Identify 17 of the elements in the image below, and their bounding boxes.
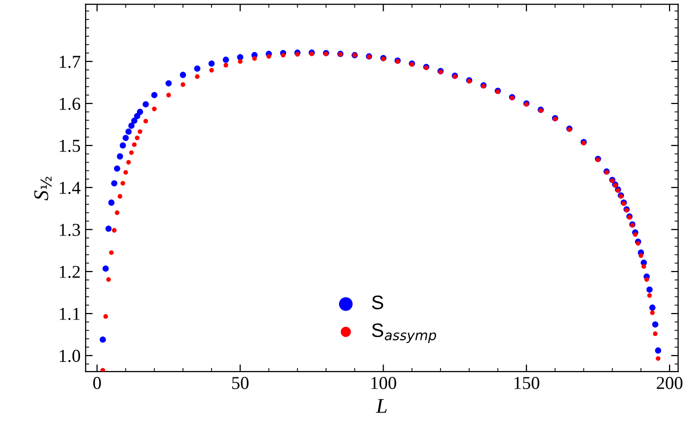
x-tick-label: 100 [371, 376, 396, 390]
x-tick-label: 0 [93, 376, 101, 390]
y-axis-title: S$_{½}$ [34, 176, 52, 200]
y-tick-label: 1.3 [60, 224, 80, 236]
legend-label: S$_{assymp}$ [372, 323, 436, 343]
legend-label: S [372, 296, 384, 310]
y-tick-label: 1.1 [60, 308, 80, 320]
y-tick-label: 1.6 [60, 98, 80, 110]
x-tick-label: 150 [514, 376, 540, 390]
x-tick-label: 200 [656, 376, 682, 390]
y-tick-label: 1.2 [60, 266, 80, 278]
y-tick-label: 1.7 [60, 56, 80, 68]
x-axis-title: L [376, 399, 387, 413]
x-tick-label: 50 [232, 376, 249, 390]
y-tick-label: 1.4 [60, 182, 80, 194]
y-tick-label: 1.0 [60, 350, 80, 362]
y-tick-label: 1.5 [60, 140, 80, 152]
